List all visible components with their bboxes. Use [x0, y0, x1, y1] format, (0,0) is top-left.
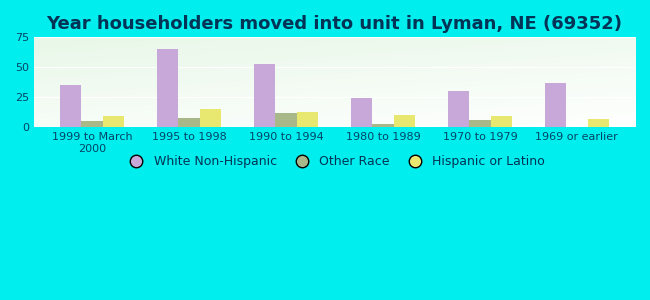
- Bar: [372, 124, 394, 127]
- Bar: [60, 85, 81, 127]
- Bar: [296, 112, 318, 127]
- Bar: [351, 98, 372, 127]
- Bar: [545, 83, 566, 127]
- Bar: [178, 118, 200, 127]
- Bar: [588, 119, 609, 127]
- Bar: [276, 113, 296, 127]
- Bar: [81, 121, 103, 127]
- Bar: [157, 49, 178, 127]
- Bar: [394, 115, 415, 127]
- Bar: [103, 116, 124, 127]
- Title: Year householders moved into unit in Lyman, NE (69352): Year householders moved into unit in Lym…: [47, 15, 623, 33]
- Bar: [448, 91, 469, 127]
- Bar: [491, 116, 512, 127]
- Legend: White Non-Hispanic, Other Race, Hispanic or Latino: White Non-Hispanic, Other Race, Hispanic…: [119, 150, 550, 173]
- Bar: [469, 120, 491, 127]
- Bar: [200, 109, 221, 127]
- Bar: [254, 64, 276, 127]
